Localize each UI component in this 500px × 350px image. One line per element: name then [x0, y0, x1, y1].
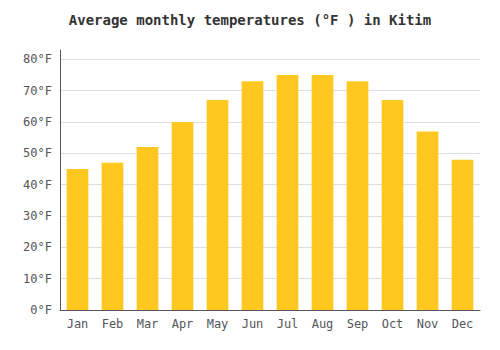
svg-text:Feb: Feb: [102, 317, 124, 331]
svg-text:Jul: Jul: [277, 317, 299, 331]
svg-text:70°F: 70°F: [23, 84, 52, 98]
svg-text:Sep: Sep: [347, 317, 369, 331]
svg-text:80°F: 80°F: [23, 52, 52, 66]
svg-text:Average monthly temperatures (: Average monthly temperatures (°F ) in Ki…: [69, 12, 431, 28]
svg-text:May: May: [207, 317, 229, 331]
svg-text:Nov: Nov: [417, 317, 439, 331]
svg-text:Oct: Oct: [382, 317, 404, 331]
svg-text:Jan: Jan: [67, 317, 89, 331]
svg-text:Mar: Mar: [137, 317, 159, 331]
svg-text:Apr: Apr: [172, 317, 194, 331]
svg-text:Dec: Dec: [452, 317, 474, 331]
svg-text:60°F: 60°F: [23, 115, 52, 129]
svg-text:0°F: 0°F: [30, 303, 52, 317]
svg-text:50°F: 50°F: [23, 146, 52, 160]
svg-text:20°F: 20°F: [23, 240, 52, 254]
svg-text:40°F: 40°F: [23, 178, 52, 192]
svg-text:Jun: Jun: [242, 317, 264, 331]
svg-text:Aug: Aug: [312, 317, 334, 331]
svg-text:10°F: 10°F: [23, 272, 52, 286]
svg-text:30°F: 30°F: [23, 209, 52, 223]
